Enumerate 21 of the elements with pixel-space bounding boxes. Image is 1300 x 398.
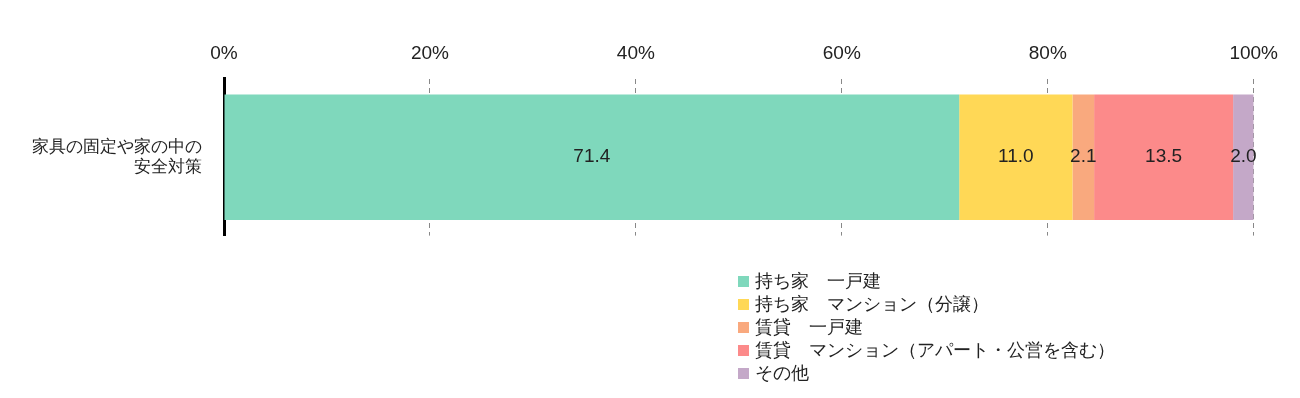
x-tick-label: 60%: [822, 41, 861, 63]
bar: [224, 94, 960, 220]
data-label: 2.1: [1070, 145, 1097, 167]
legend-label: 賃貸 一戸建: [755, 316, 863, 339]
data-label: 13.5: [1145, 145, 1183, 167]
bar: [1233, 94, 1254, 220]
y-tick-label: 家具の固定や家の中の安全対策: [32, 136, 202, 177]
data-label: 2.0: [1230, 145, 1257, 167]
x-tick-label: 0%: [210, 41, 238, 63]
x-tick-label: 40%: [616, 41, 655, 63]
x-tick-label: 100%: [1229, 41, 1279, 63]
legend-label: その他: [755, 362, 809, 385]
data-label: 11.0: [998, 145, 1034, 167]
legend-label: 持ち家 一戸建: [755, 270, 881, 293]
legend-label: 賃貸 マンション（アパート・公営を含む）: [755, 339, 1115, 362]
legend-label: 持ち家 マンション（分譲）: [755, 293, 989, 316]
x-tick-label: 20%: [410, 41, 450, 63]
x-tick-label: 80%: [1028, 41, 1067, 63]
data-label: 71.4: [573, 145, 611, 167]
bar: [959, 94, 1073, 220]
bar: [1072, 94, 1095, 220]
